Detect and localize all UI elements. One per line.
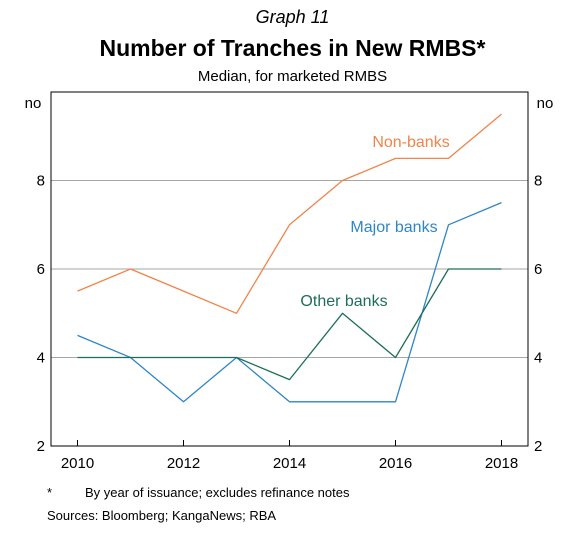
footnote-text: By year of issuance; excludes refinance … bbox=[85, 485, 350, 500]
y-tick-label-right: 4 bbox=[534, 350, 542, 367]
x-tick-label: 2016 bbox=[379, 455, 412, 472]
y-tick-label-left: 6 bbox=[37, 261, 45, 278]
series-label-other-banks: Other banks bbox=[300, 293, 387, 310]
x-tick-label: 2012 bbox=[167, 455, 200, 472]
series-line-non-banks bbox=[77, 113, 502, 314]
y-tick-label-left: 8 bbox=[37, 173, 45, 190]
series-line-other-banks bbox=[77, 268, 502, 381]
y-axis-unit-right: no bbox=[537, 95, 554, 112]
footnote-mark: * bbox=[47, 485, 53, 500]
x-tick-label: 2018 bbox=[485, 455, 518, 472]
x-tick-label: 2014 bbox=[273, 455, 306, 472]
y-tick-label-left: 2 bbox=[37, 438, 45, 455]
y-tick-label-right: 2 bbox=[534, 438, 542, 455]
y-tick-label-right: 6 bbox=[534, 261, 542, 278]
chart-title: Number of Tranches in New RMBS* bbox=[99, 35, 486, 61]
series-label-major-banks: Major banks bbox=[350, 219, 437, 236]
y-tick-label-left: 4 bbox=[37, 350, 45, 367]
y-tick-label-right: 8 bbox=[534, 173, 542, 190]
series bbox=[77, 113, 502, 403]
x-tick-label: 2010 bbox=[61, 455, 94, 472]
series-label-non-banks: Non-banks bbox=[372, 134, 449, 151]
graph-number-label: Graph 11 bbox=[255, 7, 330, 27]
sources-note: Sources: Bloomberg; KangaNews; RBA bbox=[47, 508, 277, 523]
x-axis: 2010 2012 2014 2016 2018 bbox=[61, 440, 518, 472]
chart-subtitle: Median, for marketed RMBS bbox=[197, 68, 388, 85]
footnote: * By year of issuance; excludes refinance… bbox=[47, 485, 349, 500]
y-axis-unit-left: no bbox=[25, 95, 42, 112]
y-axis: 2 2 4 4 6 6 8 8 bbox=[37, 173, 543, 456]
series-line-major-banks bbox=[77, 202, 502, 403]
